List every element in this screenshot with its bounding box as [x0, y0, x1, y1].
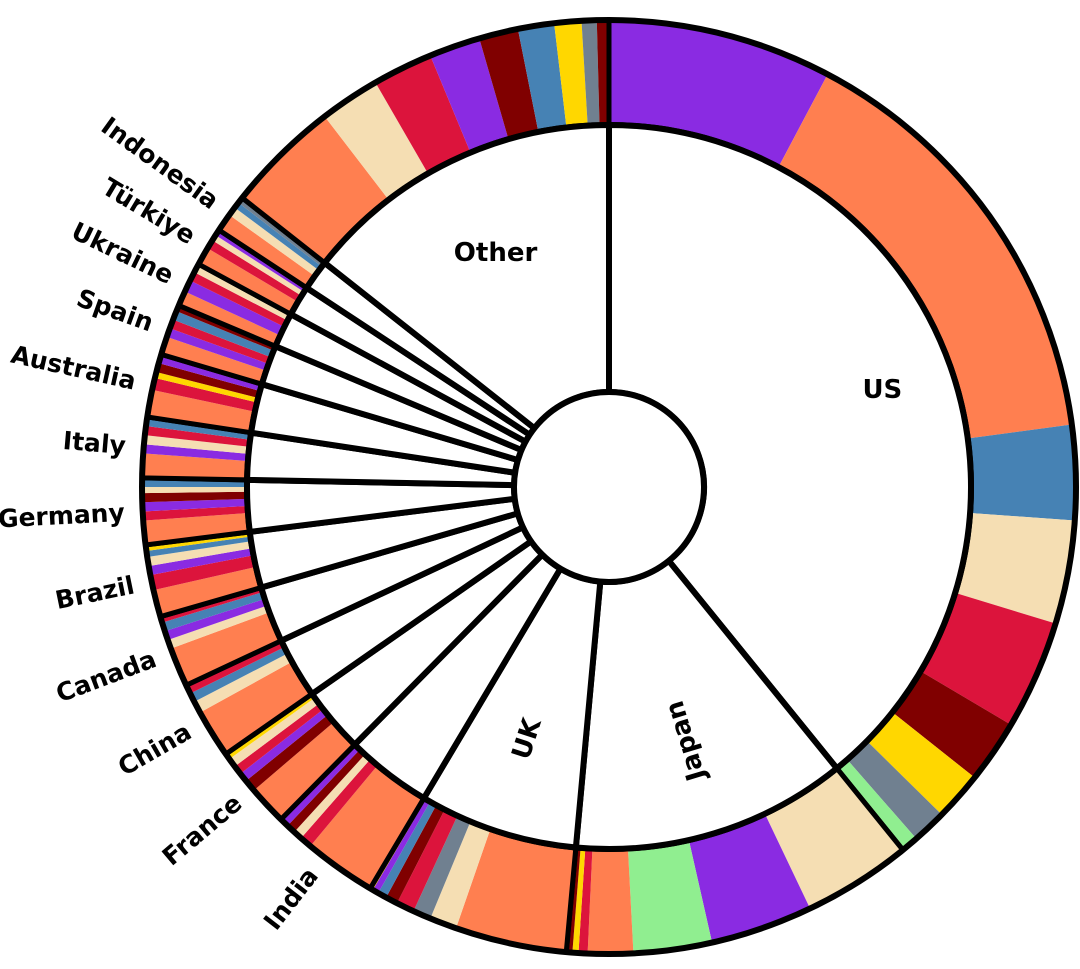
outer-segment-uk-1 — [455, 829, 576, 953]
outer-segment-t-rkiye-1 — [198, 248, 298, 315]
outer-segment-italy-3 — [143, 435, 250, 454]
label-spain: Spain — [73, 283, 157, 337]
outer-segment-other-6 — [517, 23, 567, 132]
outer-segment-uk-7 — [372, 799, 431, 893]
outer-segment-australia-1 — [147, 389, 255, 433]
outer-segment-us-1 — [609, 20, 828, 168]
outer-segment-uk-3 — [413, 815, 471, 919]
outer-segment-other-2 — [324, 82, 428, 200]
label-brazil: Brazil — [53, 571, 137, 616]
outer-segment-uk-4 — [396, 809, 458, 912]
outer-segment-australia-3 — [154, 372, 259, 403]
outer-segment-indonesia-1 — [219, 214, 315, 288]
outer-segment-germany-1 — [143, 513, 250, 545]
outer-segment-germany-3 — [142, 498, 248, 512]
outer-segment-india-2 — [301, 759, 378, 847]
outer-segment-brazil-1 — [153, 566, 262, 617]
outer-segment-brazil-3 — [148, 548, 254, 576]
outer-segment-spain-3 — [169, 319, 272, 364]
outer-segment-france-2 — [246, 714, 334, 791]
outer-segment-other-4 — [430, 38, 509, 153]
outer-segment-uk-5 — [386, 805, 445, 904]
outer-segment-india-5 — [280, 744, 360, 826]
outer-segment-other-3 — [375, 55, 471, 174]
outer-segment-indonesia-3 — [234, 202, 322, 271]
outer-segment-france-1 — [253, 722, 355, 820]
outer-segment-italy-1 — [142, 453, 248, 480]
outer-segment-other-8 — [581, 20, 600, 126]
label-italy: Italy — [62, 426, 127, 460]
outer-segment-germany-4 — [142, 491, 248, 503]
outer-segment-germany-2 — [142, 505, 248, 521]
outer-segment-indonesia-2 — [229, 207, 319, 277]
outer-segment-canada-3 — [164, 598, 267, 641]
outer-segment-uk-2 — [430, 821, 491, 929]
outer-segment-india-3 — [294, 754, 371, 839]
outer-segment-us-9 — [836, 759, 917, 850]
label-us: US — [862, 375, 902, 405]
outer-segment-canada-4 — [162, 592, 265, 632]
outer-segment-france-5 — [229, 697, 319, 767]
outer-segment-t-rkiye-3 — [212, 235, 305, 296]
outer-segment-spain-4 — [173, 311, 274, 358]
outer-segment-germany-5 — [142, 487, 248, 494]
outer-ring — [139, 17, 1079, 957]
outer-segment-india-4 — [287, 749, 366, 832]
outer-segment-brazil-5 — [146, 536, 252, 558]
outer-segment-ukraine-4 — [194, 264, 291, 321]
outer-segment-spain-1 — [161, 336, 267, 385]
outer-segment-france-3 — [240, 709, 328, 781]
outer-segment-japan-2 — [688, 813, 811, 943]
outer-segment-australia-2 — [152, 377, 258, 412]
outer-segment-us-5 — [920, 592, 1056, 725]
outer-segment-brazil-2 — [150, 555, 256, 591]
label-canada: Canada — [52, 644, 160, 708]
outer-segment-france-4 — [234, 703, 324, 774]
outer-segment-canada-2 — [167, 605, 270, 649]
outer-segment-us-8 — [847, 740, 942, 839]
outer-segment-japan-6 — [572, 847, 586, 954]
outer-segment-other-7 — [554, 20, 588, 128]
outer-segment-ukraine-3 — [190, 272, 288, 327]
outer-segment-china-3 — [190, 647, 288, 702]
center-hole — [511, 389, 707, 585]
outer-circle-outline — [139, 17, 1079, 957]
outer-segment-australia-4 — [156, 363, 260, 398]
outer-segment-china-2 — [194, 653, 293, 713]
outer-segment-us-2 — [778, 74, 1072, 439]
outer-segment-canada-1 — [170, 612, 282, 686]
label-australia: Australia — [8, 340, 138, 396]
outer-segment-other-5 — [479, 28, 539, 140]
label-china: China — [113, 717, 196, 782]
outer-segment-uk-6 — [378, 801, 437, 898]
outer-segment-brazil-4 — [147, 541, 253, 567]
label-other: Other — [454, 238, 538, 268]
outer-segment-italy-2 — [143, 444, 249, 461]
outer-segment-us-3 — [967, 424, 1076, 521]
outer-segment-ukraine-1 — [178, 291, 281, 347]
outer-segment-india-1 — [310, 765, 424, 889]
outer-segment-italy-4 — [144, 426, 251, 447]
outer-segment-t-rkiye-2 — [207, 240, 302, 302]
outer-segment-us-6 — [892, 671, 1011, 778]
label-france: France — [157, 788, 248, 871]
outer-segment-us-4 — [955, 513, 1075, 624]
label-germany: Germany — [0, 498, 125, 534]
outer-segment-china-1 — [200, 661, 313, 755]
outer-segment-spain-2 — [166, 328, 269, 371]
label-india: India — [258, 862, 324, 935]
outer-segment-china-4 — [186, 640, 285, 694]
outer-segment-japan-5 — [578, 848, 593, 954]
outer-segment-japan-3 — [627, 840, 713, 954]
outer-segment-japan-4 — [587, 848, 634, 954]
outer-segment-ukraine-2 — [184, 280, 285, 336]
outer-segment-other-9 — [596, 20, 609, 126]
outer-segment-us-7 — [866, 712, 975, 815]
